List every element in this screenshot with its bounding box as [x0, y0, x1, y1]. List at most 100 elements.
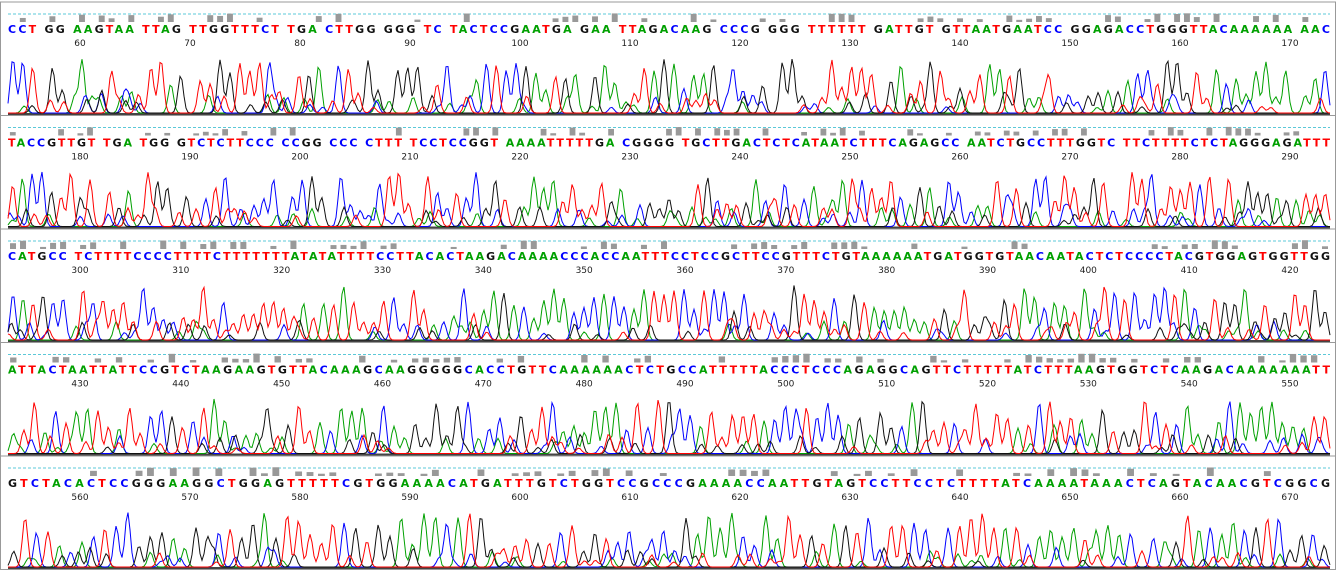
quality-bar — [830, 471, 838, 476]
quality-bar — [1046, 358, 1053, 363]
position-label: 670 — [1281, 493, 1298, 503]
quality-bar — [1013, 472, 1021, 476]
quality-bar — [98, 15, 105, 22]
position-label: 80 — [294, 39, 306, 49]
quality-bar — [1181, 244, 1188, 249]
trace-T — [7, 172, 1331, 228]
quality-bar — [217, 15, 224, 22]
quality-bar — [739, 469, 747, 476]
position-label: 650 — [1061, 493, 1078, 503]
quality-bar — [90, 470, 97, 476]
position-label: 610 — [621, 493, 638, 503]
quality-bar — [591, 470, 599, 476]
quality-bar — [640, 244, 647, 249]
quality-bar — [1061, 128, 1068, 136]
position-label: 570 — [181, 493, 198, 503]
trace-C — [8, 400, 1331, 455]
quality-bar — [1263, 471, 1271, 476]
position-label: 470 — [475, 380, 492, 390]
quality-bar — [644, 355, 652, 363]
quality-bar — [193, 133, 200, 136]
quality-bar — [771, 245, 778, 249]
quality-bar — [910, 469, 918, 476]
quality-bar — [1047, 469, 1055, 476]
position-label: 550 — [1281, 380, 1298, 390]
quality-bar — [916, 133, 923, 136]
quality-bar — [641, 18, 648, 22]
position-label: 640 — [951, 493, 968, 503]
quality-bar — [1070, 468, 1077, 476]
quality-bar — [1235, 128, 1242, 136]
quality-bar — [77, 133, 84, 136]
position-label: 370 — [777, 266, 794, 276]
quality-bar — [1183, 13, 1190, 22]
quality-bar — [710, 19, 717, 22]
quality-bar — [762, 469, 770, 476]
quality-bar — [1011, 241, 1018, 249]
quality-bar — [824, 358, 831, 363]
quality-bar — [240, 241, 247, 249]
quality-bar — [568, 470, 576, 476]
position-label: 540 — [1181, 380, 1198, 390]
quality-bar — [289, 127, 296, 136]
position-label: 150 — [1061, 39, 1078, 49]
quality-bar — [779, 18, 786, 22]
quality-bar — [801, 241, 808, 249]
quality-bar — [1025, 355, 1032, 363]
quality-bar — [930, 355, 937, 363]
quality-bar — [1206, 127, 1213, 136]
quality-bar — [350, 245, 357, 249]
quality-bar — [315, 16, 322, 22]
quality-bar — [115, 357, 123, 363]
quality-bar — [135, 470, 143, 476]
quality-bar — [523, 472, 530, 476]
quality-bar — [1206, 467, 1214, 476]
quality-bar — [414, 19, 421, 22]
quality-bar — [660, 241, 667, 249]
position-label: 520 — [979, 380, 996, 390]
quality-bar — [865, 470, 872, 476]
quality-bar — [1254, 132, 1261, 136]
quality-bar — [581, 355, 588, 363]
quality-bar — [848, 14, 855, 22]
quality-bar — [1211, 240, 1218, 249]
quality-bar — [1078, 353, 1085, 363]
quality-bar — [530, 241, 537, 249]
quality-bar — [1127, 468, 1134, 476]
quality-bar — [830, 132, 836, 136]
quality-bar — [200, 244, 207, 249]
quality-bar — [945, 132, 952, 136]
position-label: 420 — [1281, 266, 1298, 276]
quality-bar — [90, 242, 97, 249]
quality-bar — [147, 467, 154, 476]
quality-bar — [1067, 358, 1075, 363]
quality-bar — [1231, 245, 1238, 249]
quality-bar — [572, 15, 579, 22]
quality-bar — [62, 357, 70, 363]
quality-bar — [374, 473, 382, 476]
quality-bar — [557, 473, 565, 476]
quality-bar — [1154, 13, 1161, 22]
quality-bar — [10, 243, 17, 249]
quality-bar — [215, 468, 223, 476]
quality-bar — [164, 132, 171, 136]
quality-bar — [1110, 357, 1117, 363]
quality-bar — [1016, 19, 1023, 22]
quality-bar — [496, 358, 503, 363]
quality-bar — [956, 469, 964, 476]
position-label: 300 — [71, 266, 88, 276]
position-label: 530 — [1080, 380, 1097, 390]
quality-bar — [839, 127, 846, 136]
quality-bar — [232, 358, 239, 363]
quality-bar — [733, 128, 740, 136]
quality-bar — [1013, 131, 1020, 136]
quality-bar — [751, 243, 758, 249]
quality-bar — [433, 359, 440, 363]
quality-bar — [976, 19, 983, 22]
quality-bar — [270, 127, 277, 136]
quality-bar — [40, 246, 47, 249]
quality-bar — [1081, 469, 1089, 476]
position-label: 660 — [1171, 493, 1188, 503]
quality-bar — [859, 130, 865, 136]
